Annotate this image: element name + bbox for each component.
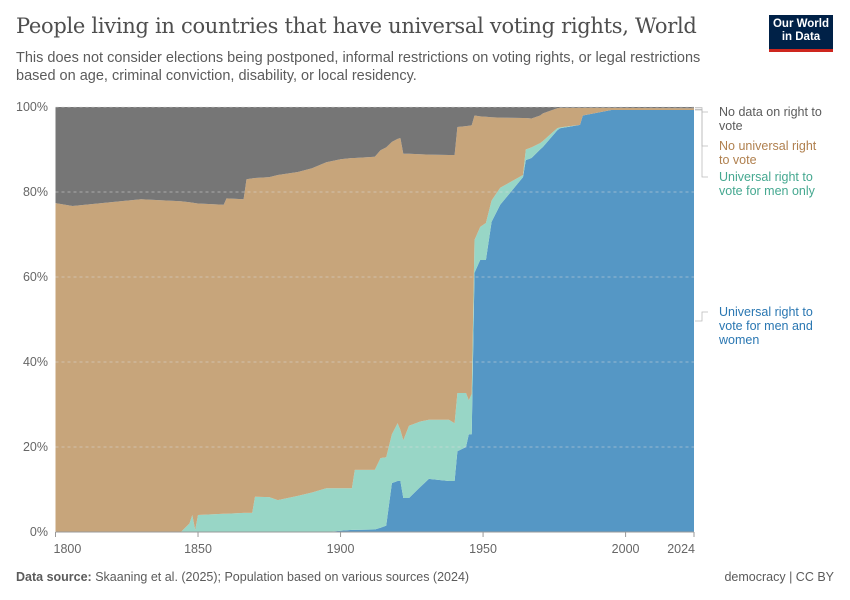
series-label: Universal right to bbox=[719, 305, 813, 319]
y-tick-label: 100% bbox=[16, 100, 48, 114]
data-source-text: Skaaning et al. (2025); Population based… bbox=[95, 570, 470, 584]
x-tick-label: 1800 bbox=[54, 542, 82, 556]
area-series-2 bbox=[55, 107, 694, 533]
series-label: vote for men only bbox=[719, 184, 816, 198]
series-label: No universal right bbox=[719, 139, 817, 153]
y-tick-label: 0% bbox=[30, 525, 48, 539]
x-tick-label: 1900 bbox=[327, 542, 355, 556]
area-series-3 bbox=[55, 107, 694, 206]
series-label: to vote bbox=[719, 153, 757, 167]
license[interactable]: democracy | CC BY bbox=[724, 570, 834, 584]
series-label: Universal right to bbox=[719, 170, 813, 184]
y-tick-label: 20% bbox=[23, 440, 48, 454]
chart-title: People living in countries that have uni… bbox=[16, 14, 697, 38]
x-tick-label: 1950 bbox=[469, 542, 497, 556]
series-label: vote bbox=[719, 119, 743, 133]
x-tick-label: 2024 bbox=[667, 542, 695, 556]
logo-text: Our World in Data bbox=[772, 18, 829, 43]
data-source: Data source: Skaaning et al. (2025); Pop… bbox=[16, 570, 469, 584]
owid-logo[interactable]: Our World in Data bbox=[769, 15, 833, 52]
area-series-0 bbox=[55, 110, 694, 532]
data-source-label: Data source: bbox=[16, 570, 92, 584]
label-connector bbox=[695, 109, 708, 178]
y-tick-label: 80% bbox=[23, 185, 48, 199]
label-connector bbox=[695, 311, 708, 322]
x-tick-label: 2000 bbox=[612, 542, 640, 556]
chart-subtitle: This does not consider elections being p… bbox=[16, 50, 701, 84]
y-tick-label: 60% bbox=[23, 270, 48, 284]
series-label: vote for men and bbox=[719, 319, 813, 333]
label-connector bbox=[695, 108, 708, 147]
series-label: No data on right to bbox=[719, 105, 822, 119]
y-tick-label: 40% bbox=[23, 355, 48, 369]
series-label: women bbox=[718, 333, 759, 347]
x-tick-label: 1850 bbox=[184, 542, 212, 556]
